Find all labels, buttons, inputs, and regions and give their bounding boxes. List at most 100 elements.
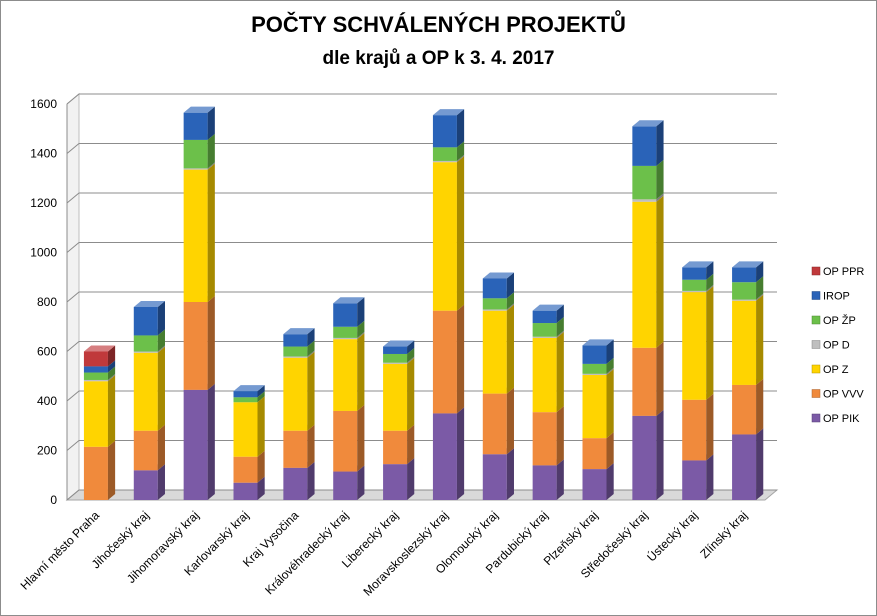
bar-segment bbox=[283, 328, 315, 347]
gridline bbox=[66, 143, 777, 154]
bar-front bbox=[183, 169, 208, 302]
bar-top bbox=[233, 385, 265, 392]
legend-label: OP VVV bbox=[823, 389, 864, 401]
bar-front bbox=[333, 410, 358, 472]
bar-side bbox=[656, 193, 664, 202]
bar-segment bbox=[133, 424, 165, 471]
bar-segment bbox=[632, 195, 664, 348]
y-tick-label: 0 bbox=[50, 493, 57, 507]
bar-front bbox=[383, 464, 408, 500]
bar-top bbox=[383, 340, 415, 347]
legend-label: IROP bbox=[823, 291, 850, 303]
x-category-label: Královéhradecký kraj bbox=[262, 508, 351, 597]
bar-front bbox=[732, 282, 757, 300]
y-tick-label: 400 bbox=[37, 394, 57, 408]
bar-side bbox=[756, 294, 764, 385]
bar-front bbox=[183, 112, 208, 140]
bar-front bbox=[732, 267, 757, 283]
bar-front bbox=[432, 162, 457, 311]
bar-side bbox=[157, 424, 165, 471]
bar-segment bbox=[383, 458, 415, 500]
bar-side bbox=[606, 367, 614, 376]
bar-segment bbox=[682, 286, 714, 400]
bar-side bbox=[606, 369, 614, 439]
y-tick-label: 200 bbox=[37, 444, 57, 458]
bar-side bbox=[357, 333, 365, 411]
bar-side bbox=[756, 293, 764, 301]
legend-label: OP Z bbox=[823, 364, 849, 376]
bar-front bbox=[482, 393, 507, 455]
bar-segment bbox=[432, 156, 465, 311]
bar-top bbox=[732, 261, 764, 268]
bar-front bbox=[383, 430, 408, 465]
bar-stack bbox=[283, 328, 315, 500]
bar-front bbox=[183, 168, 208, 170]
bar-segment bbox=[83, 375, 116, 447]
legend-label: OP PIK bbox=[823, 413, 860, 425]
bar-front bbox=[133, 352, 158, 431]
bar-segment bbox=[682, 261, 714, 280]
bar-side bbox=[257, 385, 265, 398]
y-tick-label: 1200 bbox=[30, 196, 57, 210]
bar-front bbox=[632, 199, 657, 202]
bar-side bbox=[257, 450, 265, 483]
bar-front bbox=[432, 147, 457, 161]
bar-side bbox=[157, 329, 165, 352]
y-tick-label: 1400 bbox=[30, 147, 57, 161]
bar-stack bbox=[333, 297, 365, 500]
bar-side bbox=[456, 156, 465, 311]
bar-side bbox=[257, 391, 265, 403]
bar-segment bbox=[582, 369, 614, 439]
bar-front bbox=[532, 336, 557, 338]
bar-front bbox=[582, 363, 607, 374]
bar-segment bbox=[732, 294, 764, 385]
bar-segment bbox=[383, 357, 415, 431]
bar-front bbox=[133, 351, 158, 353]
bar-front bbox=[632, 165, 657, 200]
bar-front bbox=[333, 339, 358, 411]
bar-front bbox=[682, 290, 707, 293]
bar-side bbox=[756, 428, 764, 500]
bar-side bbox=[506, 272, 514, 299]
bar-front bbox=[183, 139, 208, 169]
bar-side bbox=[656, 120, 664, 166]
bar-side bbox=[706, 393, 714, 461]
bar-front bbox=[283, 430, 308, 468]
bar-front bbox=[383, 363, 408, 431]
bar-side bbox=[656, 341, 664, 416]
legend-swatch bbox=[811, 315, 821, 325]
bar-segment bbox=[233, 396, 265, 457]
bar-segment bbox=[682, 454, 714, 500]
bar-segment bbox=[532, 331, 564, 413]
bar-side bbox=[606, 339, 614, 364]
bar-front bbox=[233, 397, 258, 403]
bar-segment bbox=[183, 106, 215, 140]
bar-front bbox=[732, 434, 757, 500]
bar-segment bbox=[482, 304, 514, 394]
bar-segment bbox=[682, 393, 714, 461]
bar-segment bbox=[83, 345, 116, 367]
bar-segment bbox=[432, 407, 465, 500]
bar-front bbox=[283, 346, 308, 357]
bar-stack bbox=[532, 304, 564, 500]
bar-segment bbox=[482, 387, 514, 455]
y-tick-label: 1000 bbox=[30, 246, 57, 260]
gridline bbox=[66, 390, 777, 402]
bar-front bbox=[682, 267, 707, 280]
bar-side bbox=[307, 351, 315, 431]
bar-side bbox=[756, 261, 764, 283]
bar-front bbox=[333, 303, 358, 327]
x-category-label: Ústecký kraj bbox=[644, 508, 701, 565]
bar-stack bbox=[183, 106, 215, 500]
bar-front bbox=[682, 399, 707, 461]
bar-side bbox=[307, 424, 315, 468]
bar-top bbox=[83, 345, 116, 352]
bar-top bbox=[482, 272, 514, 279]
y-tick-label: 1600 bbox=[30, 97, 57, 111]
bar-side bbox=[506, 303, 514, 311]
bar-front bbox=[482, 454, 507, 500]
bar-stack bbox=[83, 345, 116, 500]
bar-front bbox=[183, 389, 208, 500]
bar-front bbox=[732, 384, 757, 435]
bar-front bbox=[582, 375, 607, 439]
